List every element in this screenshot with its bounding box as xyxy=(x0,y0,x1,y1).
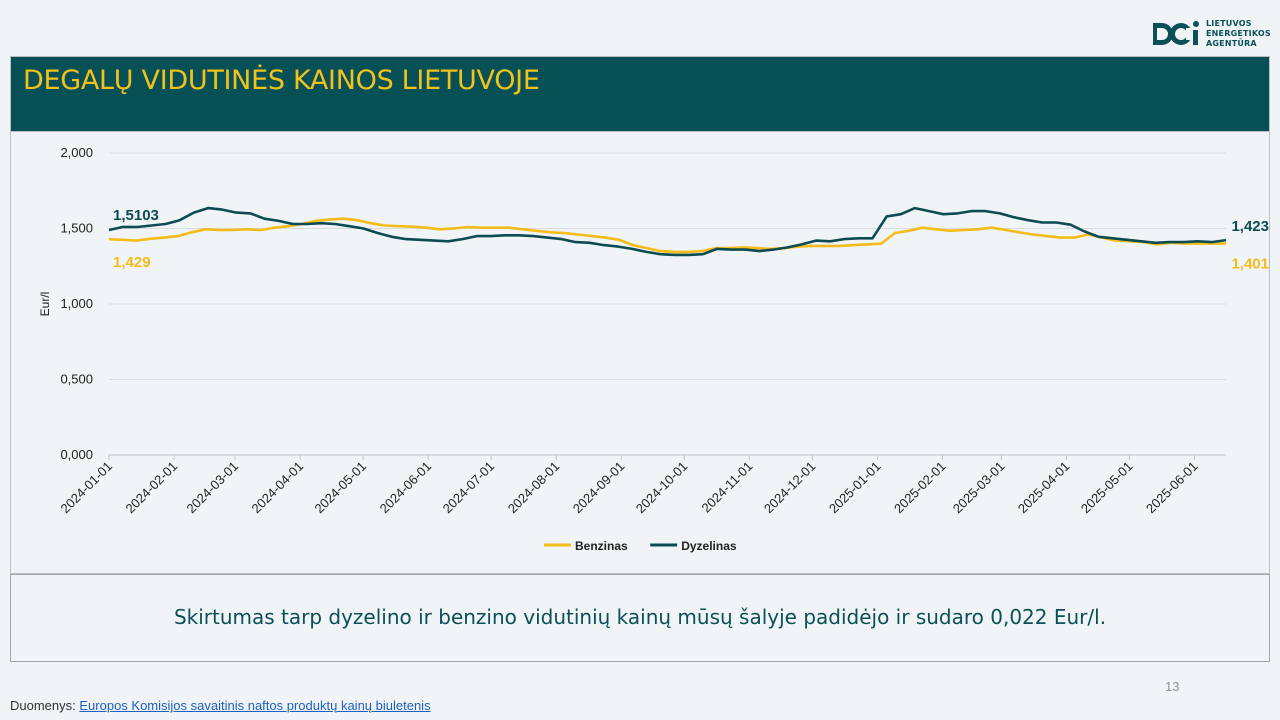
series-start-label: 1,5103 xyxy=(113,207,159,224)
x-tick-label: 2024-12-01 xyxy=(761,459,819,517)
x-tick-label: 2024-01-01 xyxy=(57,459,115,517)
x-tick-label: 2024-05-01 xyxy=(312,459,370,517)
legend-label: Dyzelinas xyxy=(681,539,737,553)
series-line-dyzelinas xyxy=(108,206,1227,257)
fuel-price-chart: 0,000 0,500 1,000 1,500 2,000 Eur/l 2024-01-01… xyxy=(38,145,1269,553)
x-tick-label: 2024-09-01 xyxy=(570,459,628,517)
summary-note: Skirtumas tarp dyzelino ir benzino vidut… xyxy=(173,605,1107,629)
x-tick-label: 2024-06-01 xyxy=(377,459,435,517)
agency-logo: LIETUVOS ENERGETIKOS AGENTŪRA xyxy=(1150,17,1271,53)
source-label: Duomenys: xyxy=(10,698,76,713)
legend-label: Benzinas xyxy=(575,539,628,553)
x-tick-label: 2025-05-01 xyxy=(1078,459,1136,517)
logo-line: AGENTŪRA xyxy=(1206,39,1257,48)
x-tick-label: 2024-04-01 xyxy=(249,459,307,517)
x-tick-label: 2024-03-01 xyxy=(183,459,241,517)
title-band: DEGALŲ VIDUTINĖS KAINOS LIETUVOJE xyxy=(10,56,1270,132)
y-tick-label: 0,500 xyxy=(60,372,93,387)
x-tick-label: 2025-01-01 xyxy=(826,459,884,517)
x-tick-label: 2025-04-01 xyxy=(1015,459,1073,517)
y-tick-label: 0,000 xyxy=(60,447,93,462)
page-title: DEGALŲ VIDUTINĖS KAINOS LIETUVOJE xyxy=(23,65,540,96)
lea-logo-icon xyxy=(1153,21,1199,45)
y-tick-label: 1,500 xyxy=(60,221,93,236)
series-end-label: 1,423 xyxy=(1231,218,1269,235)
x-tick-label: 2025-03-01 xyxy=(950,459,1008,517)
y-axis-label: Eur/l xyxy=(38,292,52,317)
source-link[interactable]: Europos Komisijos savaitinis naftos prod… xyxy=(79,698,431,713)
x-tick-label: 2024-02-01 xyxy=(123,459,181,517)
y-tick-label: 2,000 xyxy=(60,145,93,160)
logo-line: LIETUVOS xyxy=(1206,19,1252,28)
x-tick-label: 2024-11-01 xyxy=(699,459,756,516)
x-tick-label: 2024-10-01 xyxy=(633,459,691,517)
series-end-label: 1,401 xyxy=(1231,255,1269,272)
page-number: 13 xyxy=(1165,679,1180,694)
logo-text: LIETUVOS ENERGETIKOS AGENTŪRA xyxy=(1206,19,1271,49)
x-tick-label: 2024-07-01 xyxy=(440,459,498,517)
x-tick-label: 2025-02-01 xyxy=(891,459,949,517)
series-start-label: 1,429 xyxy=(113,254,151,271)
y-tick-label: 1,000 xyxy=(60,296,93,311)
logo-line: ENERGETIKOS xyxy=(1206,29,1271,38)
note-panel: Skirtumas tarp dyzelino ir benzino vidut… xyxy=(10,574,1270,662)
x-tick-label: 2024-08-01 xyxy=(505,459,563,517)
x-tick-label: 2025-06-01 xyxy=(1143,459,1201,517)
source-line: Duomenys: Europos Komisijos savaitinis n… xyxy=(10,698,431,713)
chart-panel: 0,000 0,500 1,000 1,500 2,000 Eur/l 2024-01-01… xyxy=(10,132,1270,574)
